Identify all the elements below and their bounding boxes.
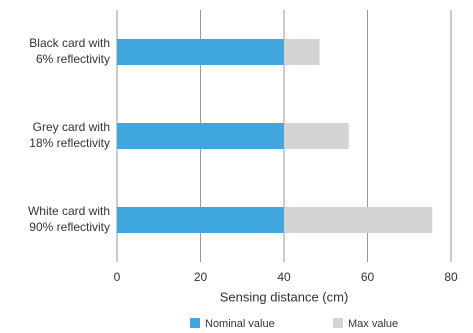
y-tick-label: Black card with 6% reflectivity xyxy=(29,36,110,66)
legend-swatch xyxy=(333,318,343,328)
bar-segment xyxy=(284,123,349,149)
y-tick-label: Grey card with 18% reflectivity xyxy=(29,120,110,150)
legend-label: Nominal value xyxy=(205,318,275,330)
x-tick-label: 80 xyxy=(444,270,458,284)
bar-segment xyxy=(284,207,433,233)
bar-segment xyxy=(117,207,284,233)
x-tick-label: 60 xyxy=(361,270,375,284)
bar-segment xyxy=(284,39,320,65)
x-tick-label: 40 xyxy=(277,270,291,284)
bar-segment xyxy=(117,123,284,149)
legend-swatch xyxy=(190,318,200,328)
x-axis-title: Sensing distance (cm) xyxy=(220,289,349,304)
x-tick-label: 0 xyxy=(114,270,121,284)
y-tick-label: White card with 90% reflectivity xyxy=(28,204,110,234)
legend-label: Max value xyxy=(348,318,398,330)
x-tick-label: 20 xyxy=(194,270,208,284)
bar-segment xyxy=(117,39,284,65)
